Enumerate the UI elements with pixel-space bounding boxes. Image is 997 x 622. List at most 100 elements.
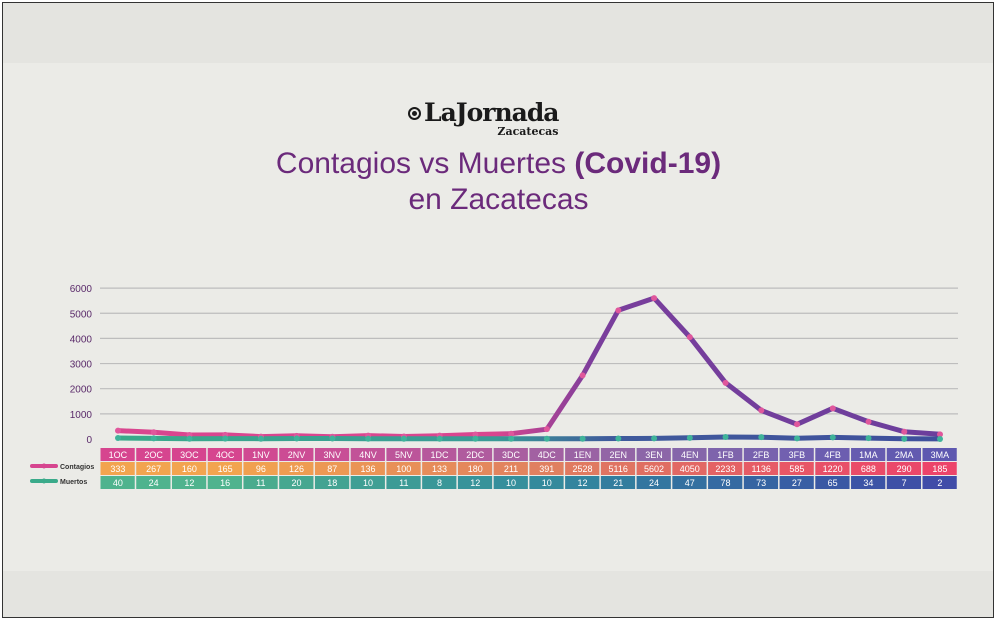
table-cell-bg — [350, 462, 385, 475]
table-cell-bg — [672, 448, 707, 461]
y-tick-label: 5000 — [70, 309, 93, 320]
table-category-cell: 3FB — [789, 450, 806, 460]
table-category-cell: 1NV — [252, 450, 270, 460]
table-category-cell: 1OC — [109, 450, 128, 460]
table-contagios-cell: 2233 — [715, 464, 735, 474]
table-category-cell: 3OC — [180, 450, 199, 460]
contagios-point — [937, 431, 943, 438]
title-line1-bold: (Covid-19) — [574, 147, 722, 180]
muertos-point — [651, 435, 658, 442]
table-contagios-cell: 2528 — [572, 464, 592, 474]
table-cell-bg — [386, 462, 421, 475]
muertos-point — [508, 435, 515, 442]
series-points — [115, 295, 943, 442]
table-cell-bg — [565, 476, 600, 489]
muertos-point — [472, 435, 479, 442]
table-cell-bg — [672, 462, 707, 475]
table-contagios-cell: 585 — [789, 464, 804, 474]
table-category-cell: 2NV — [288, 450, 306, 460]
table-cell-bg — [422, 476, 457, 489]
muertos-point — [615, 435, 622, 442]
y-tick-label: 0 — [86, 435, 92, 446]
table-category-cell: 3NV — [324, 450, 342, 460]
top-band — [3, 3, 993, 63]
table-cell-bg — [314, 462, 350, 475]
table-cell-bg — [100, 448, 135, 461]
table-contagios-cell: 165 — [218, 464, 233, 474]
muertos-point — [543, 435, 550, 442]
table-contagios-cell: 5602 — [644, 464, 664, 474]
table-cell-bg — [672, 476, 707, 489]
table-cell-bg — [100, 462, 135, 475]
table-contagios-cell: 5116 — [609, 464, 628, 474]
table-cell-bg — [922, 476, 957, 489]
table-cell-bg — [851, 448, 886, 461]
table-cell-bg — [886, 462, 922, 475]
table-category-cell: 1FB — [717, 450, 734, 460]
table-cell-bg — [457, 448, 493, 461]
table-muertos-cell: 2 — [937, 478, 942, 488]
table-cell-bg — [171, 476, 207, 489]
table-cell-bg — [493, 448, 528, 461]
table-contagios-cell: 391 — [539, 464, 554, 474]
table-contagios-cell: 1136 — [752, 464, 771, 474]
logo-sub-text: Zacatecas — [497, 125, 559, 138]
table-cell-bg — [207, 448, 242, 461]
table-cell-bg — [708, 462, 743, 475]
table-cell-bg — [815, 476, 850, 489]
contagios-point — [758, 407, 765, 414]
table-category-cell: 1EN — [574, 450, 592, 460]
muertos-point — [222, 435, 229, 442]
table-category-cell: 4OC — [216, 450, 235, 460]
table-muertos-cell: 20 — [292, 478, 302, 488]
table-muertos-cell: 65 — [828, 478, 838, 488]
table-category-cell: 3EN — [645, 450, 663, 460]
muertos-point — [865, 435, 872, 442]
muertos-point — [937, 435, 943, 442]
table-muertos-cell: 40 — [113, 478, 123, 488]
table-category-cell: 1MA — [859, 450, 878, 460]
table-contagios-cell: 100 — [396, 464, 411, 474]
table-muertos-cell: 12 — [184, 478, 194, 488]
table-cell-bg — [565, 448, 600, 461]
contagios-point — [579, 372, 586, 379]
table-muertos-cell: 10 — [542, 478, 552, 488]
muertos-point — [365, 435, 372, 442]
table-contagios-cell: 4050 — [680, 464, 700, 474]
table-cell-bg — [314, 476, 350, 489]
table-contagios-cell: 185 — [932, 464, 947, 474]
table-cell-bg — [207, 476, 242, 489]
table-cell-bg — [171, 448, 207, 461]
table-cell-bg — [600, 476, 636, 489]
table-cell-bg — [136, 476, 171, 489]
table-cell-bg — [243, 476, 278, 489]
muertos-point — [686, 434, 693, 441]
muertos-point — [186, 435, 193, 442]
muertos-line — [115, 434, 943, 442]
table-cell-bg — [851, 462, 886, 475]
table-contagios-cell: 126 — [289, 464, 304, 474]
contagios-point — [686, 334, 693, 341]
table-muertos-cell: 12 — [470, 478, 480, 488]
table-cell-bg — [279, 448, 314, 461]
table-category-cell: 3MA — [931, 450, 950, 460]
table-cell-bg — [457, 462, 493, 475]
contagios-point — [722, 379, 729, 386]
table-muertos-cell: 21 — [613, 478, 623, 488]
legend-swatch-point — [41, 478, 47, 484]
table-cell-bg — [565, 462, 600, 475]
bottom-band — [3, 571, 993, 617]
table-category-cell: 1DC — [431, 450, 450, 460]
table-cell-bg — [350, 476, 385, 489]
table-contagios-cell: 96 — [256, 464, 266, 474]
contagios-point — [901, 428, 908, 435]
y-tick-label: 6000 — [70, 284, 93, 295]
y-axis: 0 1000 2000 3000 4000 5000 6000 — [70, 284, 93, 446]
table-cell-bg — [815, 462, 850, 475]
muertos-point — [436, 435, 443, 442]
table-cell-bg — [922, 462, 957, 475]
contagios-point — [651, 295, 658, 302]
table-cell-bg — [100, 476, 135, 489]
